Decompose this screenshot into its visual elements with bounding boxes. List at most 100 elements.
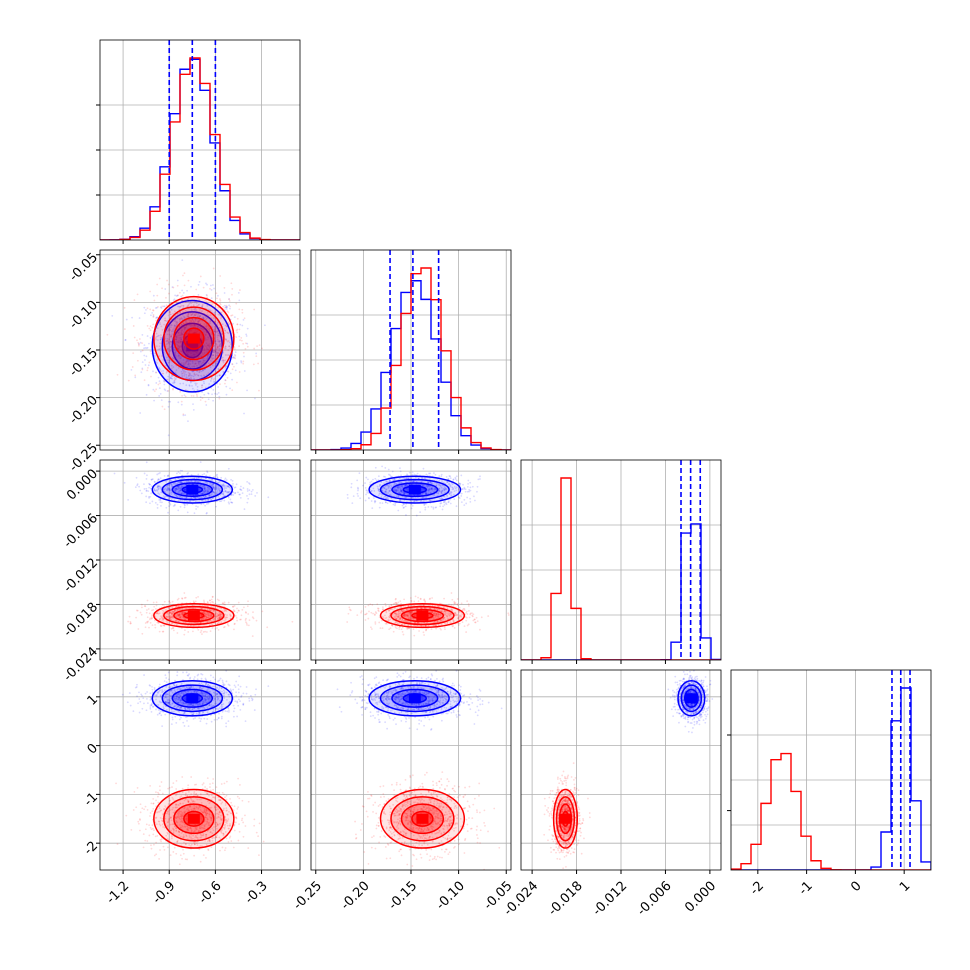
sample-point	[168, 488, 170, 490]
sample-point	[177, 341, 179, 344]
sample-point	[155, 345, 158, 348]
sample-point	[172, 366, 175, 368]
sample-point	[197, 374, 200, 377]
sample-point	[167, 484, 169, 487]
sample-point	[164, 496, 166, 498]
sample-point	[184, 488, 186, 491]
sample-point	[170, 483, 173, 486]
sample-point	[183, 331, 185, 333]
sample-point	[184, 596, 187, 599]
sample-point	[221, 484, 224, 487]
sample-point	[137, 341, 140, 344]
sample-point	[213, 487, 215, 490]
sample-point	[178, 451, 180, 453]
sample-point	[193, 332, 196, 334]
panel-frame	[99, 39, 301, 241]
sample-point	[189, 324, 192, 327]
sample-point	[172, 327, 175, 330]
sample-point	[235, 616, 238, 619]
sample-point	[463, 504, 466, 507]
sample-point	[229, 307, 231, 310]
sample-point	[227, 484, 230, 487]
sample-point	[183, 633, 186, 636]
sample-point	[166, 488, 169, 490]
sample-point	[170, 377, 173, 380]
sample-point	[205, 345, 207, 348]
sample-point	[368, 497, 370, 500]
sample-point	[200, 354, 202, 357]
sample-point	[204, 490, 207, 492]
sample-point	[467, 479, 470, 482]
sample-point	[215, 488, 218, 490]
sample-point	[195, 288, 198, 291]
sample-point	[442, 505, 444, 508]
sample-point	[166, 621, 169, 624]
sample-point	[169, 614, 172, 617]
sample-point	[202, 484, 205, 487]
sample-point	[419, 511, 422, 514]
sample-point	[291, 620, 294, 623]
sample-point	[457, 624, 460, 627]
sample-point	[471, 485, 474, 488]
sample-point	[211, 484, 214, 486]
sample-point	[447, 500, 450, 503]
sample-point	[152, 309, 155, 312]
sample-point	[440, 502, 443, 505]
sample-point	[213, 332, 216, 335]
sample-point	[208, 599, 211, 602]
sample-point	[169, 313, 172, 316]
sample-point	[218, 344, 221, 347]
sample-point	[180, 613, 183, 616]
sample-point	[224, 365, 227, 368]
sample-point	[147, 364, 150, 367]
sample-point	[179, 341, 182, 344]
sample-point	[197, 362, 200, 364]
sample-point	[217, 352, 220, 355]
sample-point	[158, 630, 161, 633]
sample-point	[169, 340, 172, 343]
sample-point	[233, 348, 236, 350]
sample-point	[183, 345, 186, 348]
sample-point	[159, 501, 162, 504]
sample-point	[180, 338, 182, 341]
sample-point	[210, 609, 213, 612]
sample-point	[159, 485, 162, 488]
sample-point	[229, 498, 232, 501]
sample-point	[168, 359, 171, 362]
sample-point	[176, 317, 179, 320]
sample-point	[215, 612, 217, 614]
sample-point	[190, 285, 192, 288]
sample-point	[415, 514, 418, 517]
sample-point	[162, 619, 165, 622]
sample-point	[219, 615, 221, 618]
sample-point	[162, 379, 165, 382]
sample-point	[180, 323, 183, 326]
sample-point	[219, 342, 222, 345]
sample-point	[179, 616, 181, 619]
sample-point	[238, 335, 241, 338]
sample-point	[150, 314, 152, 317]
sample-point	[156, 486, 159, 488]
sample-point	[179, 472, 181, 474]
sample-point	[351, 502, 354, 505]
sample-point	[219, 329, 222, 332]
sample-point	[146, 366, 149, 369]
sample-point	[479, 475, 481, 478]
sample-point	[149, 483, 151, 486]
sample-point	[148, 612, 151, 615]
sample-point	[226, 485, 229, 488]
sample-point	[215, 505, 217, 508]
sample-point	[463, 486, 466, 489]
sample-point	[219, 317, 222, 320]
sample-point	[167, 361, 170, 364]
sample-point	[197, 352, 200, 354]
sample-point	[201, 305, 204, 308]
sample-point	[196, 360, 199, 362]
sample-point	[178, 336, 181, 339]
sample-point	[400, 474, 402, 477]
sample-point	[184, 327, 187, 329]
sample-point	[230, 478, 232, 481]
sample-point	[248, 619, 251, 622]
sample-point	[178, 345, 181, 348]
sample-point	[212, 354, 215, 357]
